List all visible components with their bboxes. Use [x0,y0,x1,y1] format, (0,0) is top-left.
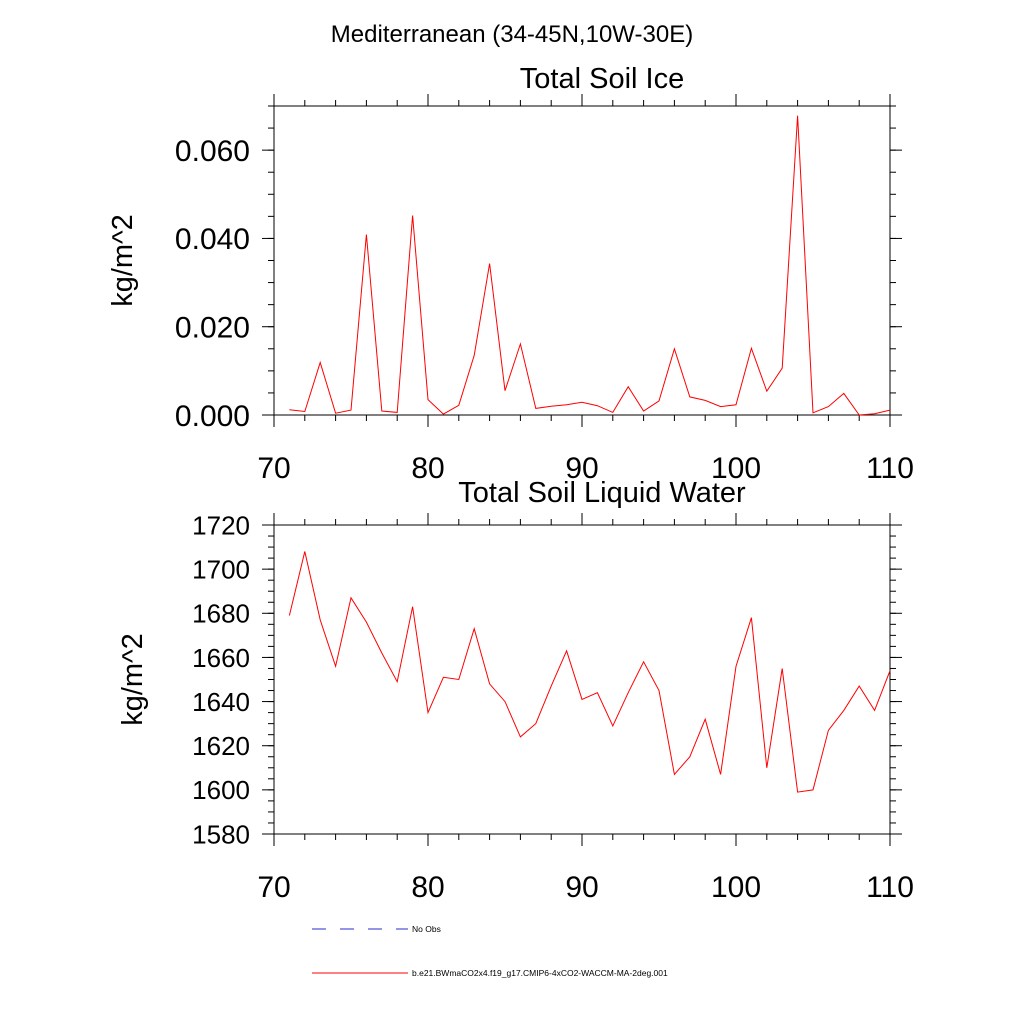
y-tick-label: 1720 [192,510,250,540]
y-axis-label: kg/m^2 [107,214,139,307]
legend-item: b.e21.BWmaCO2x4.f19_g17.CMIP6-4xCO2-WACC… [312,968,668,978]
y-tick-label: 0.040 [175,223,250,256]
y-tick-label: 1700 [192,555,250,585]
x-tick-label: 90 [565,871,598,904]
legend-label: No Obs [412,924,441,934]
y-tick-label: 0.000 [175,400,250,433]
y-tick-label: 1580 [192,819,250,849]
chart-panel-1: Total Soil Ice 0.000 0.020 0.040 0.060 70 80 90… [107,63,914,485]
y-tick-label: 1620 [192,731,250,761]
x-tick-label: 80 [411,452,444,485]
y-tick-label: 1660 [192,643,250,673]
panel-title: Total Soil Ice [520,63,684,95]
x-tick-label: 70 [257,871,290,904]
x-tick-label: 80 [411,871,444,904]
legend: No Obs b.e21.BWmaCO2x4.f19_g17.CMIP6-4xCO… [312,924,668,978]
x-tick-label: 70 [257,452,290,485]
y-tick-label: 1600 [192,775,250,805]
panel-title: Total Soil Liquid Water [458,477,746,509]
y-axis-label: kg/m^2 [117,633,149,726]
legend-label: b.e21.BWmaCO2x4.f19_g17.CMIP6-4xCO2-WACC… [412,968,668,978]
y-tick-label: 0.060 [175,135,250,168]
plot-frame [273,105,891,416]
x-tick-label: 100 [711,452,761,485]
main-title: Mediterranean (34-45N,10W-30E) [331,21,693,48]
series-line [288,551,891,793]
plot-frame [273,524,891,835]
x-tick-label: 100 [711,871,761,904]
chart-panel-2: Total Soil Liquid Water 1580 1600 1620 1640 1… [117,477,914,904]
x-tick-label: 110 [866,452,914,485]
y-tick-label: 1680 [192,599,250,629]
y-tick-label: 0.020 [175,312,250,345]
x-tick-label: 110 [866,871,914,904]
x-tick-label: 90 [565,452,598,485]
chart-panels: Total Soil Ice 0.000 0.020 0.040 0.060 70 80 90… [107,63,914,904]
legend-item: No Obs [312,924,441,934]
y-tick-label: 1640 [192,687,250,717]
series-line [289,115,891,416]
